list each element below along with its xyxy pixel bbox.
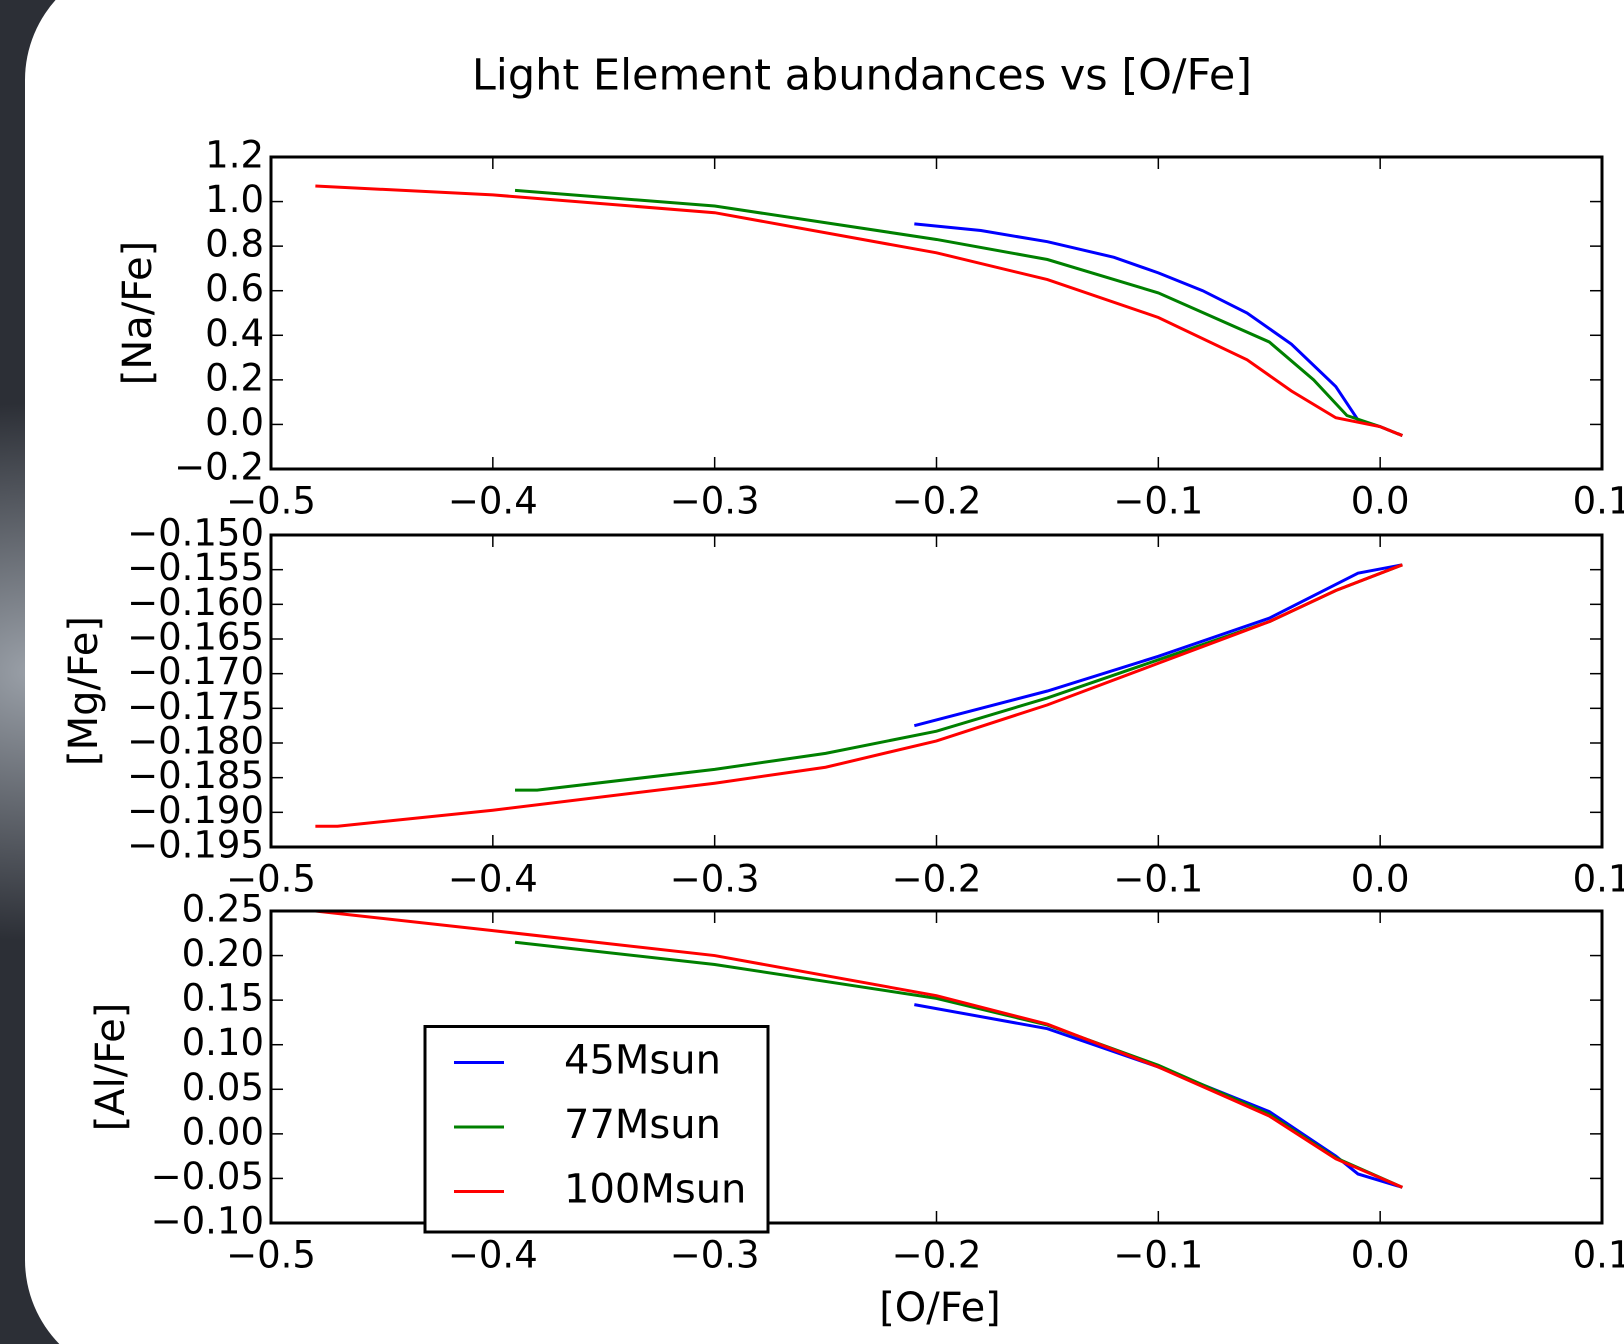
x-axis-label: [O/Fe] xyxy=(879,1285,1001,1331)
y-tick-label: 0.0 xyxy=(205,401,264,444)
x-tick-label: −0.4 xyxy=(448,480,538,523)
x-tick-label: 0.1 xyxy=(1573,480,1624,523)
y-tick-label: −0.155 xyxy=(127,546,264,589)
y-tick-label: −0.175 xyxy=(127,685,264,728)
y-tick-label: −0.160 xyxy=(127,581,264,624)
line-series xyxy=(914,1003,1403,1189)
y-tick-label: −0.170 xyxy=(127,650,264,693)
y-tick-label: −0.2 xyxy=(174,446,264,489)
y-tick-label: 0.8 xyxy=(205,223,264,266)
y-axis-label: [Al/Fe] xyxy=(88,1003,134,1132)
line-series xyxy=(514,188,1403,437)
y-tick-label: 0.15 xyxy=(182,977,264,1020)
y-tick-label: 0.00 xyxy=(182,1110,264,1153)
y-tick-label: −0.165 xyxy=(127,616,264,659)
line-series xyxy=(315,563,1403,828)
x-tick-label: −0.4 xyxy=(448,1234,538,1277)
x-tick-label: −0.4 xyxy=(448,858,538,901)
x-tick-label: 0.0 xyxy=(1351,1234,1410,1277)
y-axis-label: [Na/Fe] xyxy=(115,241,161,386)
y-tick-label: 0.05 xyxy=(182,1066,264,1109)
x-tick-label: 0.0 xyxy=(1351,858,1410,901)
line-series xyxy=(315,911,1403,1189)
y-tick-label: 0.4 xyxy=(205,312,264,355)
y-tick-label: 1.2 xyxy=(205,134,264,177)
legend-box xyxy=(423,1025,770,1234)
x-tick-label: −0.1 xyxy=(1113,480,1203,523)
x-tick-label: −0.5 xyxy=(226,858,316,901)
y-tick-label: −0.190 xyxy=(127,789,264,832)
x-tick-label: −0.2 xyxy=(892,1234,982,1277)
x-tick-label: −0.3 xyxy=(670,858,760,901)
y-tick-label: 0.6 xyxy=(205,267,264,310)
x-tick-label: −0.1 xyxy=(1113,858,1203,901)
line-series xyxy=(315,184,1403,437)
y-axis-label: [Mg/Fe] xyxy=(61,616,107,766)
x-tick-label: 0.0 xyxy=(1351,480,1410,523)
chart-title: Light Element abundances vs [O/Fe] xyxy=(472,51,1252,101)
panel-card xyxy=(25,0,1624,1344)
y-tick-label: −0.05 xyxy=(151,1155,264,1198)
y-tick-label: 0.25 xyxy=(182,888,264,931)
x-tick-label: −0.2 xyxy=(892,858,982,901)
plot-frame xyxy=(269,909,1604,1225)
x-tick-label: −0.3 xyxy=(670,1234,760,1277)
line-series xyxy=(913,563,1403,728)
y-tick-label: −0.10 xyxy=(151,1200,264,1243)
y-tick-label: 0.10 xyxy=(182,1021,264,1064)
y-tick-label: 0.2 xyxy=(205,356,264,399)
legend-label: 77Msun xyxy=(564,1102,721,1148)
y-tick-label: 1.0 xyxy=(205,178,264,221)
x-tick-label: 0.1 xyxy=(1573,1234,1624,1277)
y-tick-label: −0.150 xyxy=(127,512,264,555)
x-tick-label: 0.1 xyxy=(1573,858,1624,901)
legend-label: 100Msun xyxy=(564,1167,746,1213)
plot-frame xyxy=(269,155,1604,471)
x-tick-label: −0.2 xyxy=(892,480,982,523)
x-tick-label: −0.5 xyxy=(226,480,316,523)
legend-label: 45Msun xyxy=(564,1038,721,1084)
y-tick-label: −0.185 xyxy=(127,754,264,797)
x-tick-label: −0.3 xyxy=(670,480,760,523)
x-tick-label: −0.5 xyxy=(226,1234,316,1277)
plot-frame xyxy=(269,533,1604,849)
x-tick-label: −0.1 xyxy=(1113,1234,1203,1277)
y-tick-label: 0.20 xyxy=(182,932,264,975)
y-tick-label: −0.195 xyxy=(127,824,264,867)
y-tick-label: −0.180 xyxy=(127,720,264,763)
